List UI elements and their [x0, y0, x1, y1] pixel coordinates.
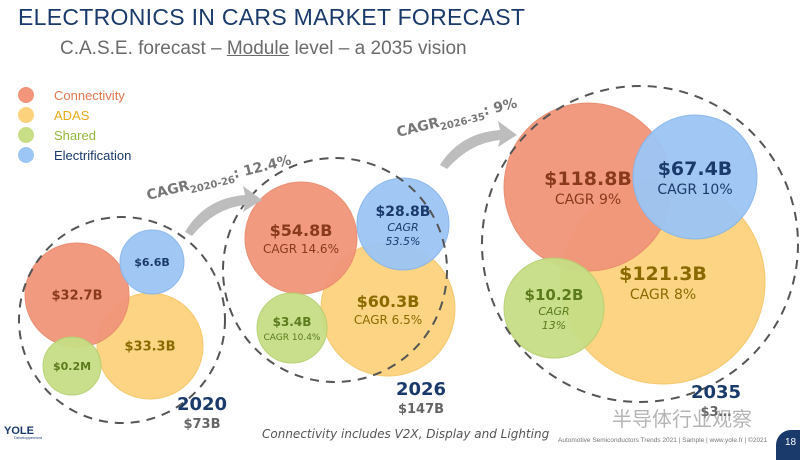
bubble-value-label: $121.3B: [619, 263, 707, 285]
legend-item-adas: ADAS: [18, 105, 131, 125]
bubble-value-label: $10.2B: [525, 286, 584, 304]
bubble-value-label: $54.8B: [270, 221, 333, 240]
bubble-value-label: $60.3B: [357, 292, 420, 311]
bubble-cagr-label: CAGR 8%: [630, 287, 696, 303]
total-label: $3…: [700, 405, 731, 420]
bubble-value-label: $118.8B: [544, 168, 632, 190]
bubble-cagr-label: CAGR: [387, 221, 418, 234]
subtitle-prefix: C.A.S.E. forecast –: [60, 38, 227, 59]
legend: Connectivity ADAS Shared Electrification: [18, 85, 131, 165]
yole-logo: YOLE Développement: [4, 425, 42, 440]
bubble-value-label: $33.3B: [124, 340, 175, 355]
bubble-cagr-label: CAGR: [538, 305, 569, 318]
bubble-value-label: $6.6B: [134, 256, 170, 269]
bubble-cagr-label: CAGR 9%: [555, 192, 621, 208]
year-label: 2026: [396, 379, 446, 400]
source-line: Automotive Semiconductors Trends 2021 | …: [558, 437, 768, 444]
subtitle-underlined: Module: [226, 38, 290, 59]
legend-label: Connectivity: [54, 87, 125, 103]
growth-arrow-icon: [185, 186, 262, 236]
bubble-value-label: $3.4B: [273, 315, 312, 329]
group-outline-2020: [18, 216, 226, 424]
bubble-value-label: $0.2M: [53, 360, 91, 373]
connectivity-swatch-icon: [18, 87, 34, 103]
year-label: 2035: [691, 382, 741, 403]
bubble-cagr-label: CAGR 10%: [657, 182, 732, 198]
legend-item-shared: Shared: [18, 125, 131, 145]
bubble-cagr-label: CAGR 14.6%: [263, 242, 339, 256]
total-label: $147B: [398, 402, 444, 417]
shared-swatch-icon: [18, 127, 34, 143]
subtitle-suffix: level – a 2035 vision: [289, 38, 467, 59]
bubble-value-label: $67.4B: [658, 158, 733, 180]
bubble-electrification-2020: [119, 229, 185, 295]
electrification-swatch-icon: [18, 147, 34, 163]
wechat-watermark: 半导体行业观察: [612, 407, 752, 431]
legend-label: ADAS: [54, 107, 90, 123]
year-label: 2020: [177, 394, 227, 415]
bubble-value-label: $32.7B: [51, 289, 102, 304]
footnote: Connectivity includes V2X, Display and L…: [262, 427, 550, 441]
logo-subtext: Développement: [14, 435, 43, 440]
legend-item-electrification: Electrification: [18, 145, 131, 165]
bubble-shared-2035: [503, 257, 605, 359]
bubble-cagr-label: 53.5%: [386, 235, 421, 248]
group-outline-2035: [481, 85, 799, 403]
legend-label: Shared: [54, 127, 96, 143]
bubble-value-label: $28.8B: [376, 204, 431, 220]
adas-swatch-icon: [18, 107, 34, 123]
legend-item-connectivity: Connectivity: [18, 85, 131, 105]
bubble-electrification-2035: [632, 114, 758, 240]
total-label: $73B: [183, 417, 220, 432]
bubble-electrification-2026: [356, 177, 450, 271]
bubble-cagr-label: 13%: [542, 319, 566, 332]
logo-text: YOLE: [4, 425, 34, 437]
page-number: 18: [776, 430, 800, 460]
slide-title: ELECTRONICS IN CARS MARKET FORECAST: [18, 4, 526, 30]
growth-arrow-icon: [440, 121, 517, 169]
bubble-shared-2020: [42, 336, 102, 396]
bubble-shared-2026: [256, 292, 328, 364]
group-outline-2026: [222, 157, 448, 383]
bubble-cagr-label: CAGR 10.4%: [264, 333, 321, 343]
legend-label: Electrification: [54, 147, 132, 163]
bubble-cagr-label: CAGR 6.5%: [354, 313, 422, 327]
slide-subtitle: C.A.S.E. forecast – Module level – a 203…: [60, 38, 467, 60]
